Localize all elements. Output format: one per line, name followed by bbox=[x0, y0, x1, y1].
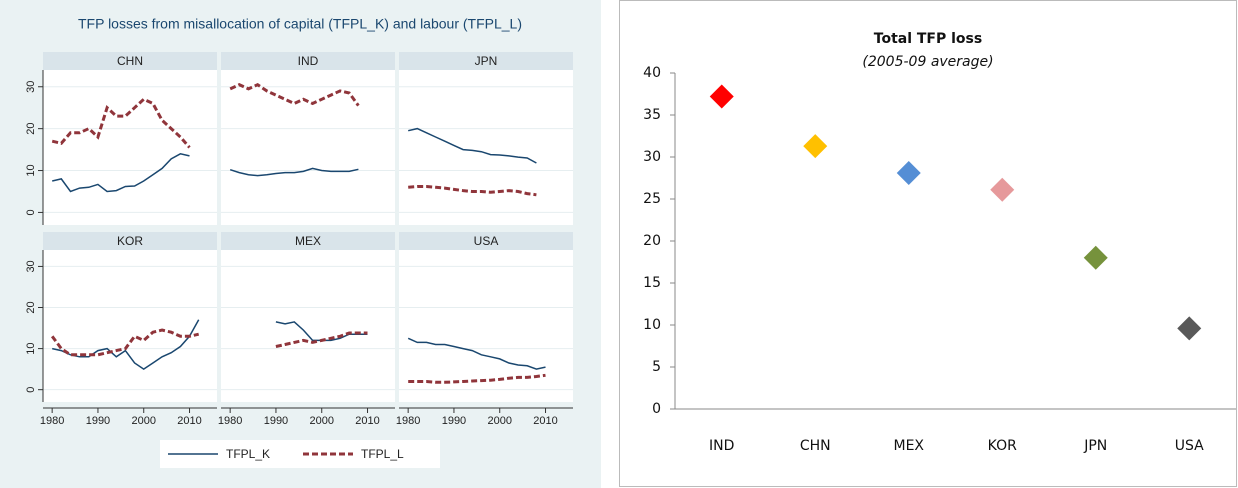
y-tick-label: 0 bbox=[25, 387, 37, 393]
y-tick-label: 0 bbox=[25, 209, 37, 215]
right-frame bbox=[619, 0, 1237, 487]
panel-strip bbox=[43, 232, 217, 250]
x-tick-label: 1990 bbox=[442, 415, 466, 427]
series-line bbox=[50, 328, 200, 357]
legend-label: TFPL_K bbox=[226, 447, 270, 461]
point bbox=[709, 84, 734, 109]
x-tick-label: 2000 bbox=[487, 415, 511, 427]
series-line bbox=[408, 373, 546, 384]
point bbox=[803, 134, 828, 159]
panel-strip bbox=[399, 232, 573, 250]
y-tick-label: 10 bbox=[25, 342, 37, 354]
series-line bbox=[229, 167, 359, 177]
y-tick-label: 15 bbox=[643, 275, 661, 291]
y-tick-label: 25 bbox=[643, 191, 661, 207]
point bbox=[1083, 245, 1108, 270]
panel-title: CHN bbox=[117, 54, 143, 68]
x-tick-label: IND bbox=[709, 438, 734, 454]
point bbox=[896, 160, 921, 185]
x-tick-label: 2000 bbox=[309, 415, 333, 427]
panel-plot bbox=[43, 70, 217, 225]
y-tick-label: 10 bbox=[25, 164, 37, 176]
x-tick-label: 2010 bbox=[177, 415, 201, 427]
series-line bbox=[51, 97, 191, 149]
series-line bbox=[275, 331, 368, 348]
right-subtitle: (2005-09 average) bbox=[862, 54, 993, 70]
panel-plot bbox=[221, 250, 395, 402]
series-line bbox=[407, 337, 546, 370]
panel-plot bbox=[43, 250, 217, 402]
x-tick-label: 1990 bbox=[264, 415, 288, 427]
x-tick-label: JPN bbox=[1083, 438, 1107, 454]
y-tick-label: 30 bbox=[643, 149, 661, 165]
panel-strip bbox=[43, 52, 217, 70]
x-tick-label: 1980 bbox=[396, 415, 420, 427]
y-tick-label: 20 bbox=[25, 123, 37, 135]
x-tick-label: MEX bbox=[893, 438, 924, 454]
x-tick-label: 1990 bbox=[86, 415, 110, 427]
left-title: TFP losses from misallocation of capital… bbox=[78, 16, 522, 32]
y-tick-label: 0 bbox=[652, 401, 661, 417]
panel-strip bbox=[221, 232, 395, 250]
panel-plot bbox=[221, 70, 395, 225]
panel-title: KOR bbox=[117, 234, 143, 248]
y-tick-label: 35 bbox=[643, 107, 661, 123]
y-tick-label: 5 bbox=[652, 359, 661, 375]
x-tick-label: KOR bbox=[988, 438, 1017, 454]
panel-title: IND bbox=[298, 54, 319, 68]
x-tick-label: 2010 bbox=[355, 415, 379, 427]
panel-title: MEX bbox=[295, 234, 321, 248]
x-tick-label: 1980 bbox=[40, 415, 64, 427]
point bbox=[1177, 316, 1202, 341]
x-tick-label: 2000 bbox=[131, 415, 155, 427]
y-tick-label: 30 bbox=[25, 260, 37, 272]
series-line bbox=[408, 127, 537, 164]
point bbox=[990, 177, 1015, 202]
series-line bbox=[229, 82, 360, 107]
y-tick-label: 30 bbox=[25, 81, 37, 93]
x-tick-label: 2010 bbox=[533, 415, 557, 427]
panel-title: USA bbox=[474, 234, 499, 248]
panel-strip bbox=[399, 52, 573, 70]
y-tick-label: 40 bbox=[643, 65, 661, 81]
x-tick-label: 1980 bbox=[218, 415, 242, 427]
series-line bbox=[52, 153, 190, 193]
x-tick-label: CHN bbox=[800, 438, 831, 454]
x-tick-label: USA bbox=[1175, 438, 1204, 454]
y-tick-label: 20 bbox=[643, 233, 661, 249]
y-tick-label: 10 bbox=[643, 317, 661, 333]
legend-label: TFPL_L bbox=[361, 447, 404, 461]
y-tick-label: 20 bbox=[25, 301, 37, 313]
series-line bbox=[408, 185, 537, 197]
panel-plot bbox=[399, 70, 573, 225]
panel-strip bbox=[221, 52, 395, 70]
panel-title: JPN bbox=[475, 54, 498, 68]
right-title: Total TFP loss bbox=[874, 31, 982, 47]
